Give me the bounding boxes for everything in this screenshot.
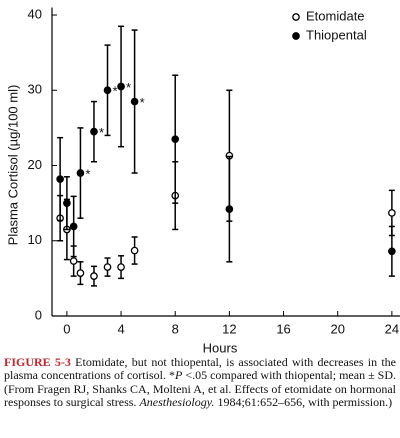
x-tick-label: 20 <box>330 321 344 336</box>
x-tick-label: 16 <box>276 321 290 336</box>
y-tick-label: 10 <box>28 232 42 247</box>
data-point <box>69 222 78 231</box>
data-point <box>388 209 396 217</box>
data-point <box>76 269 85 277</box>
data-point <box>130 246 139 255</box>
annotation: * <box>85 166 90 181</box>
caption-text: Anesthesiology. <box>139 394 215 409</box>
y-tick-label: 20 <box>28 157 42 172</box>
data-point <box>90 127 98 136</box>
y-tick-label: 0 <box>35 307 42 322</box>
caption-text: <.05 compared with thiopental; mean ± SD… <box>4 368 397 409</box>
data-point <box>103 263 112 271</box>
caption-label: FIGURE 5-3 <box>4 355 71 369</box>
x-tick-label: 12 <box>222 321 236 336</box>
data-point <box>117 82 125 91</box>
caption: FIGURE 5-3 Etomidate, but not thiopental… <box>4 355 397 409</box>
data-point <box>76 169 85 177</box>
annotation: * <box>99 125 104 140</box>
data-point <box>130 97 139 106</box>
legend-marker <box>292 13 300 21</box>
legend-label: Thiopental <box>306 27 367 42</box>
x-tick-label: 24 <box>385 321 399 336</box>
data-point <box>103 86 112 95</box>
data-point <box>117 263 125 271</box>
data-point <box>90 272 98 280</box>
caption-text: 1984;61:652–656, with permission.) <box>214 394 393 409</box>
y-tick-label: 40 <box>28 6 42 21</box>
legend-label: Etomidate <box>306 8 365 23</box>
caption-text: P <box>174 368 183 383</box>
annotation: * <box>140 95 145 110</box>
x-tick-label: 4 <box>117 321 124 336</box>
annotation: * <box>126 80 131 95</box>
data-point <box>225 205 234 214</box>
data-point <box>388 247 396 256</box>
y-tick-label: 30 <box>28 82 42 97</box>
chart: Hours Plasma Cortisol (µg/100 ml) 0 10 20 3… <box>5 6 400 355</box>
data-point <box>171 135 180 144</box>
x-tick-label: 8 <box>172 321 179 336</box>
x-tick-label: 0 <box>63 321 70 336</box>
caption-text: Etomidate, but not thiopental, is associ… <box>4 355 396 383</box>
legend-marker <box>292 32 300 40</box>
y-axis-label: Plasma Cortisol (µg/100 ml) <box>5 85 20 246</box>
x-axis-label: Hours <box>203 340 238 355</box>
data-point <box>63 199 71 207</box>
annotation: * <box>113 84 118 99</box>
data-point <box>69 257 78 265</box>
data-point <box>56 175 64 183</box>
